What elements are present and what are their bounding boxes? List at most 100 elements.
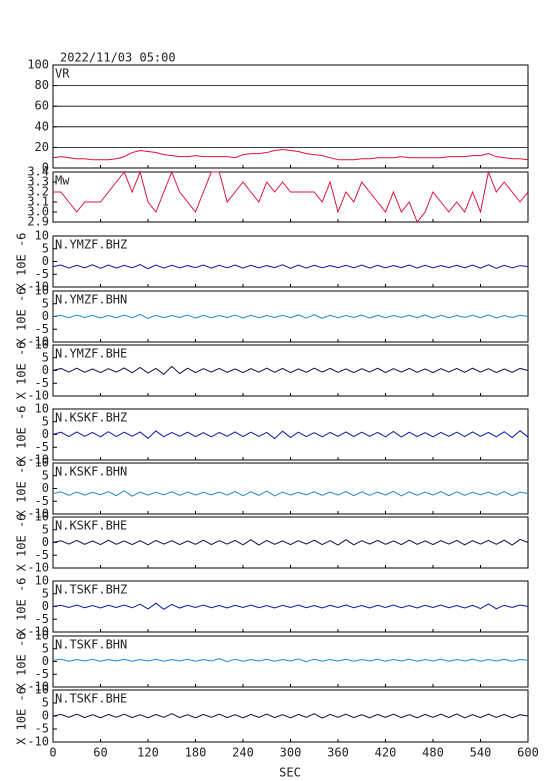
y-tick-label: 10	[35, 629, 49, 643]
panel-label: N.KSKF.BHZ	[55, 411, 127, 425]
y-tick-label: -10	[27, 335, 49, 349]
y-tick-label: 0	[42, 427, 49, 441]
panel-label: Mw	[55, 174, 70, 188]
x-tick-label: 480	[422, 746, 444, 760]
panel-frame	[52, 635, 529, 688]
trace	[52, 602, 529, 610]
y-tick-label: 0	[42, 254, 49, 268]
y-tick-label: 10	[35, 456, 49, 470]
y-axis-label: X 10E -6	[15, 514, 29, 572]
y-axis-label: X 10E -6	[15, 633, 29, 691]
y-tick-label: 5	[42, 296, 49, 310]
y-tick-label: 5	[42, 522, 49, 536]
y-tick-label: -10	[27, 680, 49, 694]
x-tick-label: 420	[375, 746, 397, 760]
panel-label: N.TSKF.BHN	[55, 638, 127, 652]
x-tick-label: 300	[280, 746, 302, 760]
y-axis-label: X 10E -6	[15, 288, 29, 346]
y-tick-label: -5	[35, 267, 49, 281]
y-tick-label: -10	[27, 389, 49, 403]
y-axis-label: X 10E -6	[15, 460, 29, 518]
trace	[52, 658, 529, 663]
trace	[52, 538, 529, 546]
x-tick-label: 360	[327, 746, 349, 760]
trace	[52, 490, 529, 497]
y-tick-label: 0	[42, 363, 49, 377]
chart-title: 2022/11/03 05:00	[60, 51, 176, 65]
x-tick-label: 540	[470, 746, 492, 760]
y-tick-label: -5	[35, 612, 49, 626]
y-tick-label: 5	[42, 350, 49, 364]
x-tick-label: 120	[137, 746, 159, 760]
x-tick-label: 240	[232, 746, 254, 760]
y-axis-label: X 10E -6	[15, 233, 29, 291]
y-tick-label: 5	[42, 696, 49, 710]
y-tick-label: 3.0	[27, 205, 49, 219]
y-tick-label: -10	[27, 453, 49, 467]
y-tick-label: -5	[35, 722, 49, 736]
y-tick-label: 3.3	[27, 175, 49, 189]
trace	[52, 713, 529, 719]
y-axis-label: X 10E -6	[15, 342, 29, 400]
y-tick-label: 5	[42, 241, 49, 255]
y-tick-label: -5	[35, 322, 49, 336]
y-tick-label: 5	[42, 414, 49, 428]
y-axis-label: X 10E -6	[15, 578, 29, 636]
y-tick-label: -10	[27, 561, 49, 575]
panel-frame	[52, 64, 529, 169]
y-tick-label: 10	[35, 284, 49, 298]
y-tick-label: 5	[42, 641, 49, 655]
y-tick-label: -10	[27, 280, 49, 294]
trace	[52, 148, 529, 161]
y-tick-label: -10	[27, 735, 49, 749]
y-tick-label: 10	[35, 683, 49, 697]
panel-label: N.TSKF.BHE	[55, 692, 127, 706]
y-tick-label: 100	[27, 58, 49, 72]
x-tick-label: 60	[93, 746, 107, 760]
trace	[53, 170, 529, 223]
y-tick-label: 80	[35, 78, 49, 92]
panel-label: N.YMZF.BHE	[55, 347, 127, 361]
y-tick-label: -5	[35, 494, 49, 508]
panel-frame	[52, 171, 529, 223]
y-tick-label: -5	[35, 667, 49, 681]
y-tick-label: 10	[35, 402, 49, 416]
y-tick-label: 10	[35, 229, 49, 243]
y-tick-label: 10	[35, 338, 49, 352]
y-axis-label: X 10E -6	[15, 687, 29, 745]
y-axis-label: X 10E -6	[15, 406, 29, 464]
y-tick-label: 3.4	[27, 165, 49, 179]
y-tick-label: 3.1	[27, 195, 49, 209]
panel-label: N.KSKF.BHN	[55, 465, 127, 479]
panel-frame	[52, 235, 529, 288]
x-tick-label: 180	[185, 746, 207, 760]
panel-label: N.KSKF.BHE	[55, 519, 127, 533]
y-tick-label: 0	[42, 161, 49, 175]
y-tick-label: 0	[42, 481, 49, 495]
panel-label: N.YMZF.BHZ	[55, 238, 127, 252]
x-tick-label: 0	[49, 746, 56, 760]
y-tick-label: 5	[42, 468, 49, 482]
y-tick-label: 60	[35, 99, 49, 113]
y-tick-label: -10	[27, 507, 49, 521]
panel-frame	[52, 462, 529, 515]
y-tick-label: 0	[42, 709, 49, 723]
y-tick-label: 0	[42, 535, 49, 549]
y-tick-label: 0	[42, 654, 49, 668]
y-tick-label: 40	[35, 119, 49, 133]
y-tick-label: 10	[35, 574, 49, 588]
y-tick-label: 3.2	[27, 185, 49, 199]
x-tick-label: 600	[517, 746, 539, 760]
y-tick-label: 0	[42, 599, 49, 613]
y-tick-label: -5	[35, 548, 49, 562]
panel-label: VR	[55, 67, 70, 81]
y-tick-label: 2.9	[27, 215, 49, 229]
y-tick-label: -10	[27, 625, 49, 639]
y-tick-label: 10	[35, 510, 49, 524]
y-tick-label: -5	[35, 440, 49, 454]
y-tick-label: 0	[42, 309, 49, 323]
y-tick-label: 20	[35, 140, 49, 154]
panel-label: N.YMZF.BHN	[55, 293, 127, 307]
